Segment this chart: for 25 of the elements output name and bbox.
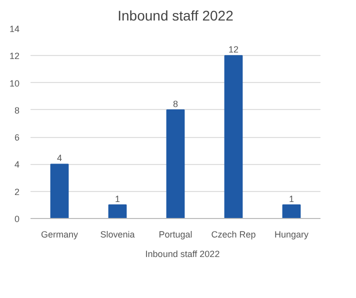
- x-tick-label: Hungary: [274, 230, 310, 240]
- bar: [282, 204, 301, 218]
- y-tick-label: 10: [9, 78, 20, 88]
- y-tick-label: 12: [9, 51, 20, 62]
- y-tick-label: 2: [14, 186, 20, 197]
- data-label: 1: [114, 194, 120, 204]
- y-tick-label: 6: [14, 132, 20, 143]
- bar: [224, 55, 243, 218]
- y-tick-label: 8: [14, 105, 20, 116]
- x-tick-label: Germany: [40, 230, 79, 240]
- text: Inbound staff 2022: [145, 249, 220, 259]
- x-tick-label: Czech Rep: [211, 230, 256, 240]
- data-label: 4: [56, 153, 62, 164]
- x-tick-label: Portugal: [158, 230, 192, 240]
- data-label: 12: [228, 44, 239, 55]
- data-label: 1: [288, 194, 294, 204]
- bar: [166, 109, 185, 218]
- y-tick-label: 0: [14, 214, 20, 224]
- x-tick-label: Slovenia: [100, 230, 135, 240]
- bar: [50, 164, 69, 218]
- bar: [108, 204, 127, 218]
- chart-title: Inbound staff 2022: [118, 8, 234, 24]
- y-tick-label: 4: [14, 160, 20, 170]
- y-tick-label: 14: [9, 24, 20, 34]
- data-label: 8: [172, 98, 178, 109]
